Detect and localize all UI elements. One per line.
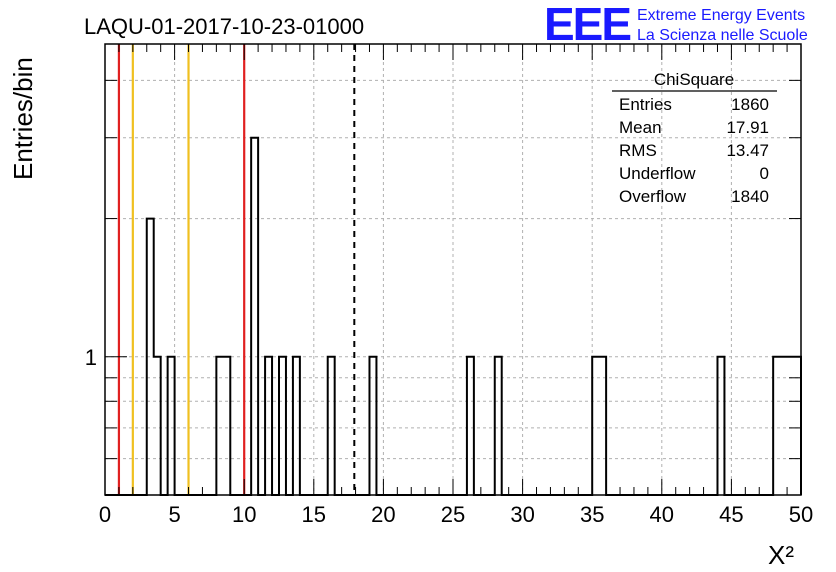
stats-value: 1840 bbox=[731, 187, 769, 206]
x-tick-label: 30 bbox=[510, 502, 534, 527]
stats-title: ChiSquare bbox=[654, 70, 734, 89]
histogram-bin bbox=[147, 219, 154, 495]
grid bbox=[105, 44, 801, 495]
histogram-bin bbox=[223, 357, 230, 495]
histogram-bin bbox=[328, 357, 335, 495]
histogram-bin bbox=[168, 357, 175, 495]
stats-label: Overflow bbox=[619, 187, 687, 206]
x-tick-label: 20 bbox=[371, 502, 395, 527]
stats-label: Mean bbox=[619, 118, 662, 137]
histogram-bin bbox=[265, 357, 272, 495]
logo-line-2: La Scienza nelle Scuole bbox=[637, 27, 808, 44]
histogram-bin bbox=[599, 357, 606, 495]
histogram-bin bbox=[717, 357, 724, 495]
x-axis-label: X² bbox=[768, 540, 794, 570]
histogram-bin bbox=[251, 138, 258, 495]
eee-logo: EEE Extreme Energy Events La Scienza nel… bbox=[544, 0, 808, 50]
stats-label: Entries bbox=[619, 95, 672, 114]
x-tick-label: 5 bbox=[168, 502, 180, 527]
histogram-bin bbox=[293, 357, 300, 495]
histogram-bin bbox=[780, 357, 787, 495]
histogram-bin bbox=[773, 357, 780, 495]
histogram-bin bbox=[495, 357, 502, 495]
histogram-bin bbox=[279, 357, 286, 495]
logo-mark: EEE bbox=[544, 0, 630, 50]
x-tick-label: 15 bbox=[302, 502, 326, 527]
histogram-bin bbox=[369, 357, 376, 495]
threshold-lines bbox=[117, 44, 356, 495]
histogram-bin bbox=[592, 357, 599, 495]
x-tick-label: 0 bbox=[99, 502, 111, 527]
x-tick-label: 50 bbox=[789, 502, 813, 527]
x-tick-label: 40 bbox=[650, 502, 674, 527]
stats-value: 17.91 bbox=[726, 118, 769, 137]
x-tick-label: 10 bbox=[232, 502, 256, 527]
histogram-bin bbox=[467, 357, 474, 495]
stats-value: 0 bbox=[760, 164, 769, 183]
logo-line-1: Extreme Energy Events bbox=[637, 7, 805, 24]
chart-title: LAQU-01-2017-10-23-01000 bbox=[84, 14, 364, 39]
tick-labels: 0 5 10 15 20 25 30 35 40 45 50 1 bbox=[85, 345, 813, 527]
y-tick-label: 1 bbox=[85, 345, 97, 370]
plot-frame bbox=[104, 43, 802, 496]
y-axis-label: Entries/bin bbox=[8, 57, 38, 180]
x-tick-label: 25 bbox=[441, 502, 465, 527]
stats-box: ChiSquare Entries 1860 Mean 17.91 RMS 13.47 Un… bbox=[612, 70, 777, 206]
histogram-bin bbox=[154, 357, 161, 495]
stats-label: RMS bbox=[619, 141, 657, 160]
x-tick-label: 45 bbox=[719, 502, 743, 527]
stats-label: Underflow bbox=[619, 164, 696, 183]
x-tick-label: 35 bbox=[580, 502, 604, 527]
stats-value: 13.47 bbox=[726, 141, 769, 160]
stats-value: 1860 bbox=[731, 95, 769, 114]
axes-frame bbox=[104, 43, 802, 496]
histogram-bin bbox=[216, 357, 223, 495]
